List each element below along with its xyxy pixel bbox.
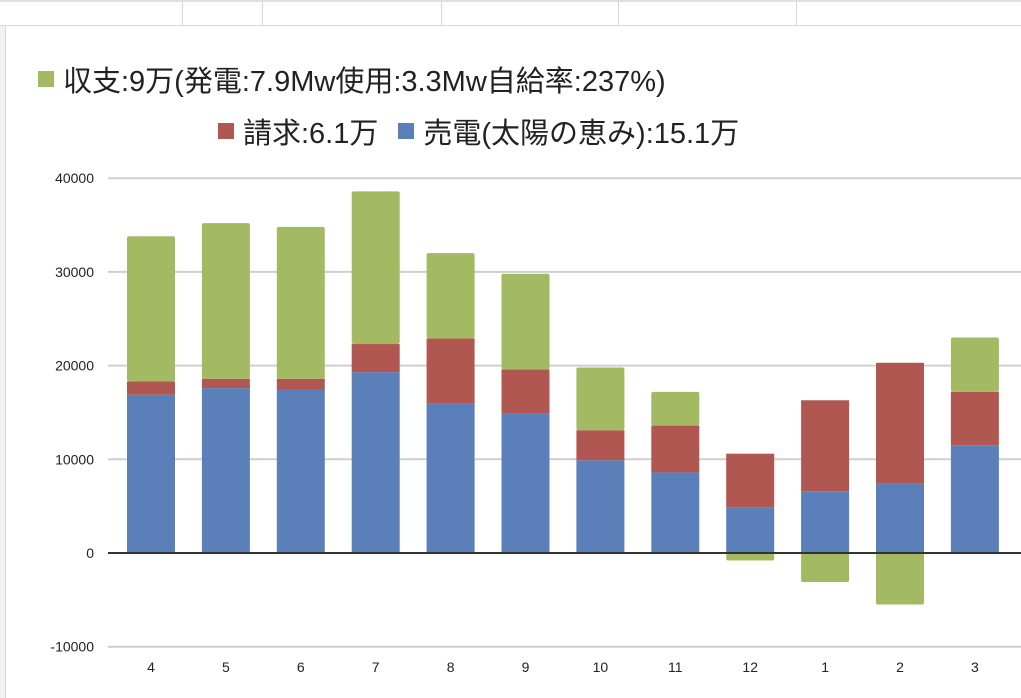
x-tick-label: 9 (522, 659, 530, 675)
x-tick-label: 3 (971, 659, 979, 675)
legend-row-1: 収支:9万(発電:7.9Mw使用:3.3Mw自給率:237%) (38, 58, 686, 100)
spreadsheet-header-row (0, 0, 1021, 28)
y-tick-label: 20000 (55, 358, 94, 374)
bar-segment-bill (801, 400, 850, 492)
bar-segment-sales (501, 413, 550, 553)
y-tick-label: 0 (86, 545, 94, 561)
bar-segment-sales (801, 491, 850, 553)
column-divider (441, 2, 442, 28)
bar-segment-bill (726, 453, 775, 508)
bar-segment-sales (950, 445, 999, 553)
bar-segment-bill (576, 430, 625, 461)
bar-segment-sales (426, 403, 475, 553)
bar-segment-balance (726, 553, 775, 561)
x-tick-label: 12 (742, 659, 758, 675)
legend-swatch-red (218, 123, 234, 139)
x-tick-label: 4 (147, 659, 155, 675)
column-divider (796, 2, 797, 28)
y-tick-label: 10000 (55, 451, 94, 467)
bar-segment-balance (127, 236, 175, 382)
legend-label-bill: 請求:6.1万 (243, 118, 379, 150)
x-tick-label: 2 (896, 659, 904, 675)
bar-segment-balance (576, 367, 625, 431)
x-tick-label: 10 (593, 659, 609, 675)
legend-swatch-blue (398, 123, 415, 139)
column-divider (618, 2, 619, 28)
bar-segment-bill (201, 378, 250, 389)
bar-segment-sales (201, 388, 250, 553)
legend-label-sales: 売電(太陽の恵み):15.1万 (423, 118, 740, 150)
bar-segment-sales (127, 394, 175, 553)
x-tick-label: 5 (222, 659, 230, 675)
bar-segment-balance (801, 553, 850, 583)
bar-segment-bill (127, 381, 175, 395)
bar-segment-bill (426, 338, 475, 404)
y-tick-label: 40000 (55, 170, 94, 186)
legend-item-sales: 売電(太陽の恵み):15.1万 (398, 110, 739, 152)
legend-row-2: 請求:6.1万 売電(太陽の恵み):15.1万 (218, 110, 759, 152)
bar-segment-balance (201, 223, 250, 379)
bar-segment-sales (576, 460, 625, 553)
bar-segment-balance (426, 253, 475, 339)
bar-segment-sales (726, 507, 775, 553)
bar-segment-sales (651, 472, 700, 553)
bar-segment-bill (950, 391, 999, 446)
bar-segment-sales (351, 372, 400, 553)
legend-item-balance: 収支:9万(発電:7.9Mw使用:3.3Mw自給率:237%) (38, 58, 666, 100)
y-tick-label: -10000 (50, 639, 94, 655)
bar-segment-sales (276, 389, 325, 553)
legend-swatch-green (38, 71, 54, 87)
bar-segment-bill (501, 369, 550, 414)
legend-item-bill: 請求:6.1万 (218, 110, 378, 152)
legend-label-balance: 収支:9万(発電:7.9Mw使用:3.3Mw自給率:237%) (63, 66, 666, 98)
x-tick-label: 6 (297, 659, 305, 675)
bar-segment-bill (351, 344, 400, 373)
bar-segment-balance (950, 337, 999, 392)
bar-segment-bill (876, 362, 924, 484)
bar-segment-balance (276, 226, 325, 379)
y-tick-label: 30000 (55, 264, 94, 280)
bar-segment-balance (501, 273, 550, 370)
bar-segment-bill (276, 378, 325, 390)
bar-segment-bill (651, 425, 700, 473)
column-divider (262, 2, 263, 28)
bar-segment-sales (876, 483, 924, 553)
x-tick-label: 7 (372, 659, 380, 675)
column-divider (182, 2, 183, 28)
bar-segment-balance (651, 391, 700, 426)
x-tick-label: 11 (668, 659, 683, 675)
bar-segment-balance (876, 553, 924, 605)
x-tick-label: 8 (447, 659, 455, 675)
x-tick-label: 1 (821, 659, 829, 675)
bar-segment-balance (351, 191, 400, 345)
